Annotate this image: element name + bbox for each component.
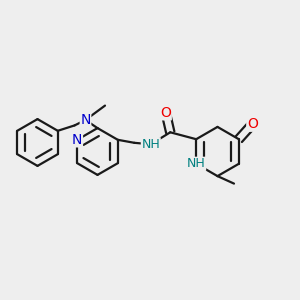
Text: N: N — [80, 113, 91, 127]
Text: O: O — [160, 106, 171, 120]
Text: O: O — [247, 117, 258, 131]
Text: NH: NH — [187, 157, 206, 170]
Text: NH: NH — [141, 138, 160, 151]
Text: N: N — [72, 133, 83, 147]
